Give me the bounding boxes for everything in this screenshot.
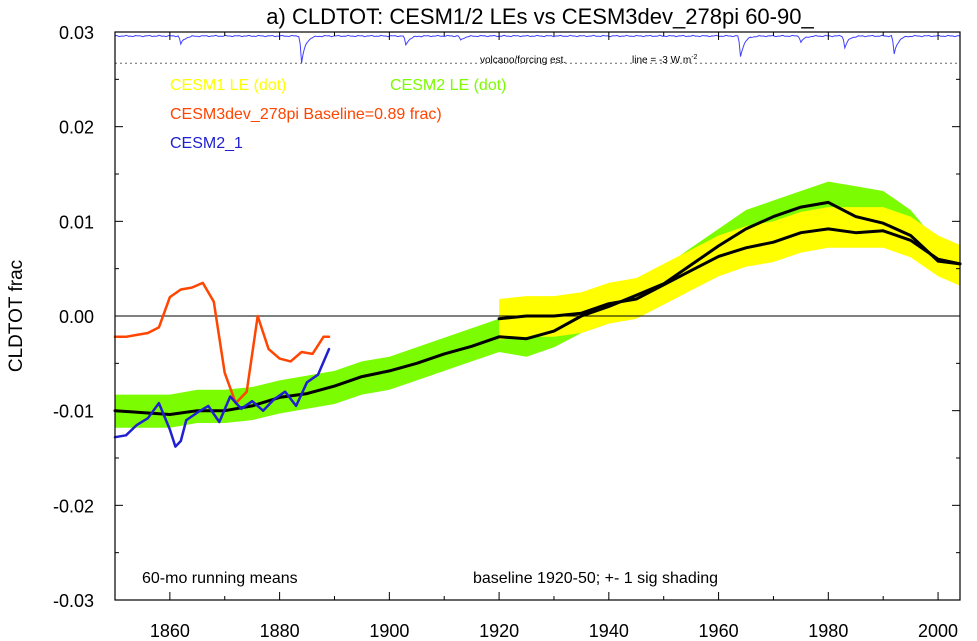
chart-title: a) CLDTOT: CESM1/2 LEs vs CESM3dev_278pi… bbox=[266, 4, 814, 29]
x-tick-label: 1940 bbox=[589, 621, 629, 641]
band-cesm2-le bbox=[115, 181, 960, 428]
line-cesm1-le-mean bbox=[497, 227, 962, 321]
volcano-line-text: line = -3 W m bbox=[632, 55, 691, 66]
volcano-line-label: line = -3 W m-2 bbox=[632, 54, 698, 66]
y-tick-label: 0.03 bbox=[59, 23, 94, 43]
y-tick-label: 0.00 bbox=[59, 307, 94, 327]
x-tick-label: 1900 bbox=[369, 621, 409, 641]
x-tick-label: 1860 bbox=[150, 621, 190, 641]
x-tick-label: 1980 bbox=[808, 621, 848, 641]
volcano-forcing-trace bbox=[114, 34, 961, 64]
shading-bands bbox=[115, 181, 960, 428]
y-tick-label: -0.03 bbox=[53, 591, 94, 611]
volcano-line-superscript: -2 bbox=[691, 54, 697, 61]
y-tick-label: -0.01 bbox=[53, 402, 94, 422]
axis-ticks: 1860 1880 1900 1920 1940 1960 1980 2000 -0.03 -0.… bbox=[53, 23, 960, 641]
legend-cesm2: CESM2 LE (dot) bbox=[390, 77, 506, 94]
y-axis-label: CLDTOT frac bbox=[6, 260, 27, 372]
band-cesm1-le bbox=[499, 207, 960, 340]
line-cesm3dev-278pi bbox=[113, 281, 331, 405]
volcano-label: volcano/forcing est. bbox=[480, 55, 566, 66]
x-tick-label: 2000 bbox=[918, 621, 958, 641]
baseline-note: baseline 1920-50; +- 1 sig shading bbox=[473, 570, 718, 587]
legend-cesm2-1: CESM2_1 bbox=[170, 135, 243, 152]
y-tick-label: 0.02 bbox=[59, 118, 94, 138]
y-tick-label: 0.01 bbox=[59, 212, 94, 232]
x-tick-label: 1920 bbox=[479, 621, 519, 641]
y-tick-label: -0.02 bbox=[53, 496, 94, 516]
x-tick-label: 1960 bbox=[699, 621, 739, 641]
volcano-forcing-line bbox=[114, 34, 961, 64]
line-cesm2-1 bbox=[113, 347, 331, 448]
legend-cesm3dev: CESM3dev_278pi Baseline=0.89 frac) bbox=[170, 106, 442, 123]
running-means-note: 60-mo running means bbox=[142, 570, 298, 587]
legend-cesm1: CESM1 LE (dot) bbox=[170, 77, 286, 94]
series-lines bbox=[113, 200, 962, 448]
x-tick-label: 1880 bbox=[260, 621, 300, 641]
